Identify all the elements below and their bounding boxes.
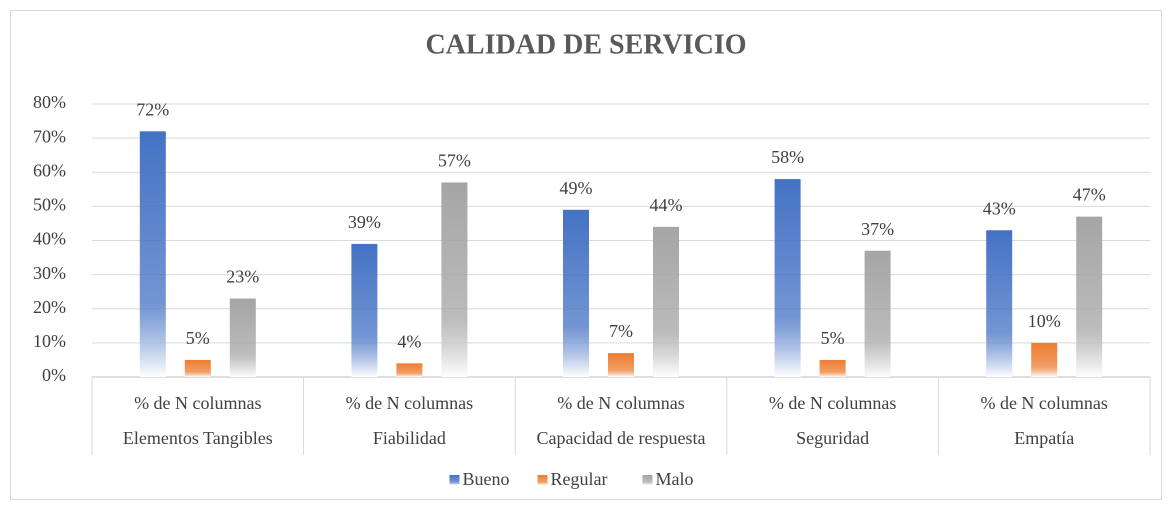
y-tick-label: 50% bbox=[33, 195, 66, 215]
x-tick-label: % de N columnas bbox=[769, 393, 896, 413]
bar bbox=[351, 243, 378, 377]
data-label: 43% bbox=[983, 198, 1016, 218]
bar bbox=[139, 131, 166, 377]
x-tick-label: % de N columnas bbox=[980, 393, 1107, 413]
bar bbox=[441, 182, 468, 377]
x-tick-label: % de N columnas bbox=[134, 393, 261, 413]
bar bbox=[396, 363, 423, 377]
y-tick-label: 30% bbox=[33, 263, 66, 283]
bar bbox=[864, 250, 891, 377]
data-label: 5% bbox=[821, 328, 845, 348]
y-tick-label: 70% bbox=[33, 126, 66, 146]
bar bbox=[653, 226, 679, 377]
data-label: 4% bbox=[397, 331, 421, 351]
data-label: 44% bbox=[650, 195, 683, 215]
y-tick-label: 0% bbox=[42, 365, 66, 385]
legend-swatch bbox=[449, 475, 460, 485]
y-tick-label: 20% bbox=[33, 297, 66, 317]
data-label: 57% bbox=[438, 151, 471, 171]
bar bbox=[1031, 342, 1058, 377]
data-label: 49% bbox=[560, 178, 593, 198]
group-label: Capacidad de respuesta bbox=[537, 428, 706, 448]
bar bbox=[184, 359, 211, 377]
y-tick-label: 80% bbox=[33, 92, 66, 112]
data-label: 47% bbox=[1073, 185, 1106, 205]
bar bbox=[819, 359, 846, 377]
legend-label: Bueno bbox=[463, 469, 510, 489]
bar bbox=[1076, 216, 1103, 377]
data-label: 58% bbox=[771, 147, 804, 167]
bar bbox=[608, 353, 634, 377]
data-label: 23% bbox=[226, 267, 259, 287]
y-tick-label: 40% bbox=[33, 229, 66, 249]
y-tick-label: 10% bbox=[33, 331, 66, 351]
y-tick-label: 60% bbox=[33, 160, 66, 180]
legend-swatch bbox=[537, 475, 548, 485]
data-label: 7% bbox=[609, 321, 633, 341]
group-label: Seguridad bbox=[796, 428, 869, 448]
data-label: 5% bbox=[186, 328, 210, 348]
bar bbox=[986, 230, 1013, 377]
bar bbox=[229, 298, 256, 377]
data-label: 39% bbox=[348, 212, 381, 232]
group-label: Fiabilidad bbox=[373, 428, 446, 448]
x-tick-label: % de N columnas bbox=[346, 393, 473, 413]
chart-title: CALIDAD DE SERVICIO bbox=[425, 29, 746, 60]
legend-label: Regular bbox=[551, 469, 608, 489]
group-label: Elementos Tangibles bbox=[123, 428, 273, 448]
data-label: 72% bbox=[136, 99, 169, 119]
legend-swatch bbox=[642, 475, 653, 485]
data-label: 10% bbox=[1028, 311, 1061, 331]
bar bbox=[774, 179, 801, 377]
group-label: Empatía bbox=[1014, 428, 1074, 448]
data-label: 37% bbox=[861, 219, 894, 239]
bar bbox=[563, 209, 589, 377]
legend-label: Malo bbox=[656, 469, 694, 489]
x-tick-label: % de N columnas bbox=[557, 393, 684, 413]
